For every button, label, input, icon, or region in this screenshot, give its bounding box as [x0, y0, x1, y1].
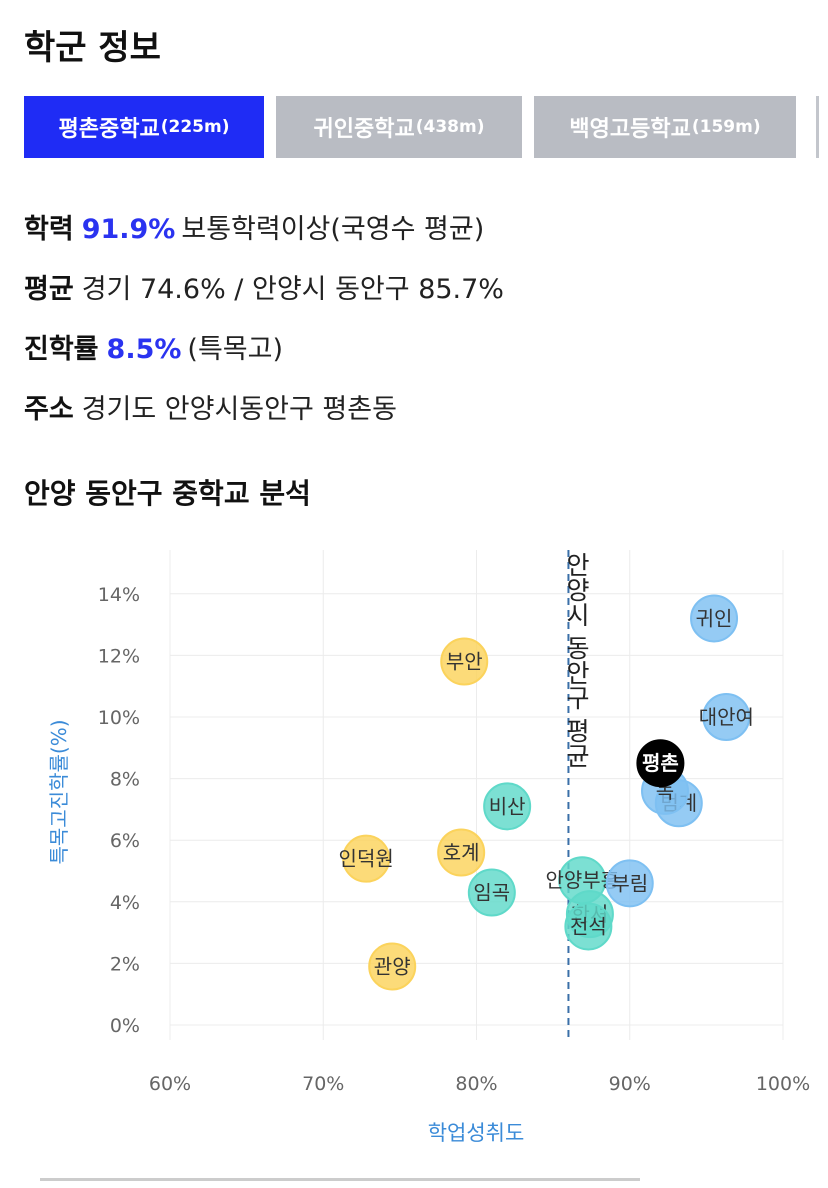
data-point-label: 부림: [611, 871, 648, 895]
achievement-text: 보통학력이상(국영수 평균): [181, 214, 485, 245]
x-tick-label: 90%: [609, 1073, 651, 1095]
tab-label: 평촌중학교: [58, 117, 160, 142]
achievement-label: 학력: [24, 214, 74, 245]
school-tabs: 평촌중학교 (225m) 귀인중학교 (438m) 백영고등학교 (159m): [24, 96, 796, 158]
y-tick-label: 2%: [110, 953, 140, 975]
data-point: [440, 637, 489, 686]
data-point: [636, 739, 685, 788]
average-row: 평균 경기 74.6% / 안양시 동안구 85.7%: [24, 267, 504, 306]
tab-guin-middle[interactable]: 귀인중학교 (438m): [276, 96, 522, 158]
tab-distance: (438m): [415, 117, 485, 137]
x-axis-title: 학업성취도: [428, 1121, 525, 1145]
x-tick-label: 100%: [756, 1073, 810, 1095]
tab-pyeongchon-middle[interactable]: 평촌중학교 (225m): [24, 96, 264, 158]
achievement-value: 91.9%: [81, 214, 176, 245]
scatter-chart: 0% 2% 4% 6% 8% 10% 12% 14% 60% 70% 80% 90% 100% 학업성취도…: [47, 550, 810, 1145]
data-point-label: 호계: [443, 841, 480, 865]
data-point-label: 비산: [489, 794, 526, 818]
x-tick-label: 60%: [149, 1073, 191, 1095]
data-point: [483, 782, 532, 831]
data-point-label: 인덕원: [339, 847, 394, 871]
y-tick-label: 14%: [98, 584, 140, 606]
analysis-title: 안양 동안구 중학교 분석: [24, 477, 311, 510]
x-tick-label: 80%: [455, 1073, 497, 1095]
address-text: 경기도 안양시동안구 평촌동: [81, 394, 397, 425]
tab-label: 귀인중학교: [313, 117, 415, 142]
advancement-row: 진학률 8.5% (특목고): [24, 327, 283, 366]
data-point: [690, 594, 739, 643]
data-point-label: 관양: [374, 954, 411, 978]
data-point-label: 귀인: [696, 606, 733, 630]
data-point: [702, 693, 751, 741]
achievement-row: 학력 91.9% 보통학력이상(국영수 평균): [24, 207, 484, 246]
advancement-text: (특목고): [187, 334, 284, 365]
average-text: 경기 74.6% / 안양시 동안구 85.7%: [81, 274, 504, 305]
tab-baekyoung-high[interactable]: 백영고등학교 (159m): [534, 96, 796, 158]
data-point-label: 임곡: [473, 881, 510, 905]
school-info-title: 학군 정보: [24, 28, 161, 68]
y-tick-label: 10%: [98, 707, 140, 729]
x-tick-label: 70%: [302, 1073, 344, 1095]
data-point: [605, 859, 654, 908]
tab-label: 백영고등학교: [569, 117, 691, 142]
tab-distance: (159m): [691, 117, 761, 137]
data-point-label: 부안: [446, 650, 483, 674]
data-point: [342, 834, 391, 883]
data-point-label: 전석: [570, 914, 607, 938]
data-point: [368, 942, 417, 991]
tab-distance: (225m): [160, 117, 230, 137]
data-point-label: 대안여: [699, 705, 754, 729]
y-axis-title: 특목고진학률(%): [47, 719, 71, 864]
data-point: [467, 868, 516, 917]
y-tick-label: 4%: [110, 892, 140, 914]
advancement-value: 8.5%: [106, 334, 182, 365]
advancement-label: 진학률: [24, 334, 99, 365]
address-label: 주소: [24, 394, 74, 425]
y-tick-label: 8%: [110, 769, 140, 791]
next-tab-edge[interactable]: [816, 96, 819, 158]
average-reference-label: 안양시 동안구 평균: [562, 552, 591, 768]
footnote-cutoff: [40, 1176, 640, 1182]
y-tick-label: 12%: [98, 645, 140, 667]
average-label: 평균: [24, 274, 74, 305]
y-tick-label: 6%: [110, 830, 140, 852]
data-point: [437, 828, 486, 877]
address-row: 주소 경기도 안양시동안구 평촌동: [24, 387, 397, 426]
data-point-label: 평촌: [642, 751, 679, 775]
data-point: [564, 902, 613, 951]
y-tick-label: 0%: [110, 1015, 140, 1037]
